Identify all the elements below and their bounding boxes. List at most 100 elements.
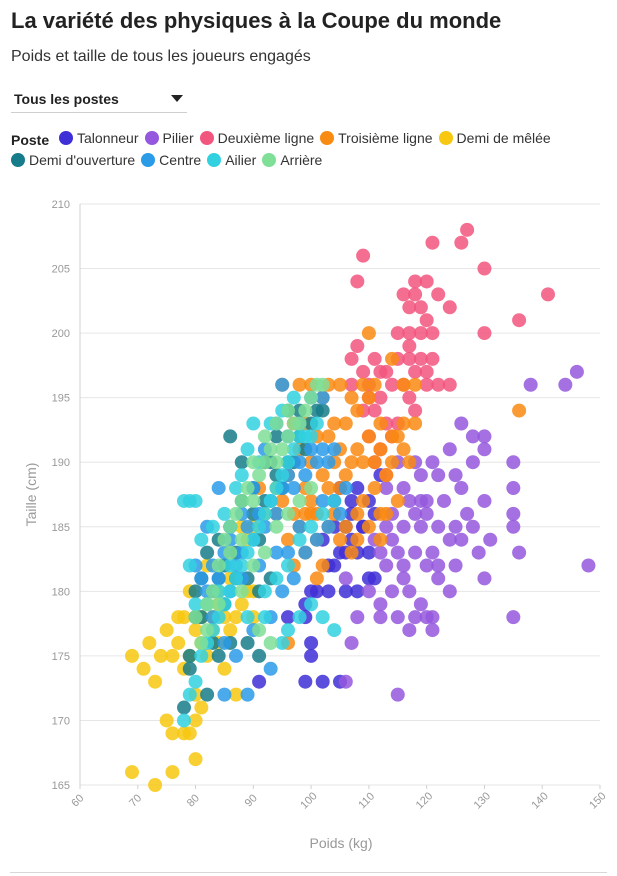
data-point xyxy=(477,493,492,508)
data-point xyxy=(229,481,243,496)
data-point xyxy=(304,519,319,534)
legend-item[interactable]: Demi d'ouverture xyxy=(11,150,135,170)
data-point xyxy=(246,416,261,431)
data-point xyxy=(442,584,457,599)
data-point xyxy=(315,377,330,392)
data-point xyxy=(477,326,492,341)
data-point xyxy=(315,390,330,405)
data-point xyxy=(385,351,399,366)
legend-title: Poste xyxy=(11,132,50,148)
data-point xyxy=(379,481,394,496)
data-point xyxy=(506,610,521,625)
data-point xyxy=(177,610,191,625)
data-point xyxy=(252,674,267,689)
data-point xyxy=(367,571,382,586)
data-point xyxy=(211,610,226,625)
legend-item[interactable]: Ailier xyxy=(207,150,256,170)
data-point xyxy=(194,571,209,586)
legend-swatch xyxy=(199,131,214,145)
y-tick-label: 195 xyxy=(52,393,70,405)
data-point xyxy=(344,635,359,650)
data-point xyxy=(396,558,411,573)
data-point xyxy=(205,584,220,599)
data-point xyxy=(448,519,463,534)
position-filter-dropdown[interactable]: Tous les postes xyxy=(11,86,187,113)
legend-item[interactable]: Arrière xyxy=(262,150,322,170)
data-point xyxy=(333,377,347,392)
data-point xyxy=(240,442,255,457)
data-point xyxy=(125,648,139,663)
data-point xyxy=(338,519,353,534)
data-point xyxy=(281,429,295,444)
data-point xyxy=(523,377,538,392)
legend-item[interactable]: Talonneur xyxy=(59,128,139,148)
data-point xyxy=(223,545,238,560)
data-point xyxy=(234,455,249,470)
data-point xyxy=(269,429,284,444)
legend-item[interactable]: Deuxième ligne xyxy=(199,128,314,148)
data-point xyxy=(315,442,330,457)
data-point xyxy=(269,519,284,534)
data-point xyxy=(408,274,423,289)
data-point xyxy=(159,623,174,638)
data-point xyxy=(281,545,295,560)
data-point xyxy=(304,635,319,650)
data-point xyxy=(465,455,480,470)
data-point xyxy=(448,468,463,483)
y-tick-label: 165 xyxy=(52,780,70,792)
data-point xyxy=(327,623,342,638)
data-point xyxy=(431,571,446,586)
legend-label: Troisième ligne xyxy=(338,130,433,146)
data-point xyxy=(234,532,249,547)
data-point xyxy=(298,403,313,418)
data-point xyxy=(413,468,428,483)
data-point xyxy=(338,416,353,431)
data-point xyxy=(188,674,203,689)
data-point xyxy=(402,623,417,638)
data-point xyxy=(234,558,249,573)
legend-item[interactable]: Pilier xyxy=(144,128,194,148)
data-point xyxy=(361,390,376,405)
data-point xyxy=(194,700,209,715)
data-point xyxy=(286,481,301,496)
data-point xyxy=(408,610,423,625)
y-tick-label: 200 xyxy=(52,328,70,340)
data-point xyxy=(425,351,440,366)
data-point xyxy=(350,274,365,289)
data-point xyxy=(246,455,261,470)
data-point xyxy=(442,377,457,392)
data-point xyxy=(229,687,243,702)
data-point xyxy=(240,635,255,650)
data-point xyxy=(361,519,376,534)
data-point xyxy=(338,468,353,483)
data-point xyxy=(304,442,319,457)
data-point xyxy=(321,481,336,496)
data-point xyxy=(350,442,365,457)
data-point xyxy=(385,584,399,599)
data-point xyxy=(246,558,261,573)
data-point xyxy=(223,519,238,534)
x-tick-label: 100 xyxy=(298,790,319,811)
data-point xyxy=(281,403,295,418)
legend-item[interactable]: Troisième ligne xyxy=(320,128,433,148)
data-point xyxy=(419,364,434,379)
data-point xyxy=(257,610,272,625)
data-point xyxy=(506,481,521,496)
data-point xyxy=(159,713,174,728)
data-point xyxy=(413,519,428,534)
data-point xyxy=(367,351,382,366)
data-point xyxy=(408,403,423,418)
legend-item[interactable]: Demi de mêlée xyxy=(438,128,551,148)
data-point xyxy=(315,493,330,508)
data-point xyxy=(402,584,417,599)
legend-item[interactable]: Centre xyxy=(141,150,201,170)
data-point xyxy=(350,532,365,547)
data-point xyxy=(477,261,492,276)
data-point xyxy=(321,429,336,444)
data-point xyxy=(240,481,255,496)
data-point xyxy=(200,623,215,638)
data-point xyxy=(292,493,307,508)
data-point xyxy=(252,519,267,534)
data-point xyxy=(165,726,180,741)
data-point xyxy=(344,493,359,508)
